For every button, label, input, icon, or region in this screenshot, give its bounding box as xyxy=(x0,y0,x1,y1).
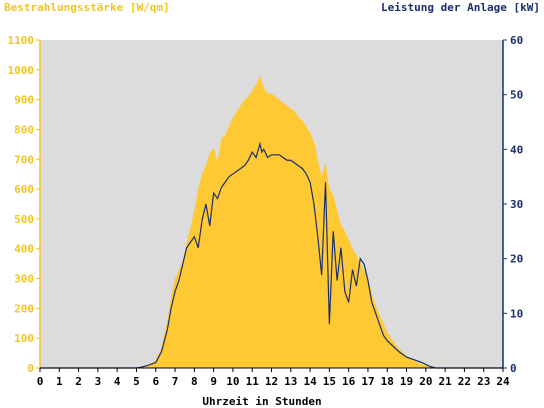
x-tick-label: 1 xyxy=(56,375,63,388)
left-tick-label: 900 xyxy=(14,94,34,107)
right-tick-label: 20 xyxy=(510,253,523,266)
x-tick-label: 9 xyxy=(210,375,217,388)
power-line xyxy=(40,141,503,369)
left-tick-label: 1000 xyxy=(8,64,35,77)
left-tick-label: 600 xyxy=(14,183,34,196)
x-tick-label: 5 xyxy=(133,375,140,388)
right-tick-label: 40 xyxy=(510,143,523,156)
x-tick-label: 24 xyxy=(496,375,510,388)
left-tick-label: 500 xyxy=(14,213,34,226)
x-tick-label: 22 xyxy=(458,375,471,388)
x-tick-label: 11 xyxy=(246,375,260,388)
x-tick-label: 17 xyxy=(361,375,374,388)
x-tick-label: 6 xyxy=(152,375,159,388)
right-tick-label: 0 xyxy=(510,362,517,375)
x-tick-label: 16 xyxy=(342,375,356,388)
x-tick-label: 19 xyxy=(400,375,413,388)
x-tick-label: 0 xyxy=(37,375,44,388)
x-tick-label: 12 xyxy=(265,375,278,388)
x-tick-label: 3 xyxy=(95,375,102,388)
left-tick-label: 400 xyxy=(14,243,34,256)
left-tick-label: 700 xyxy=(14,153,34,166)
right-tick-label: 50 xyxy=(510,89,523,102)
left-tick-label: 200 xyxy=(14,302,34,315)
left-tick-label: 100 xyxy=(14,332,34,345)
left-tick-label: 300 xyxy=(14,273,34,286)
x-tick-label: 13 xyxy=(284,375,297,388)
x-tick-label: 21 xyxy=(439,375,453,388)
left-axis-title: Bestrahlungsstärke [W/qm] xyxy=(4,1,170,14)
left-tick-label: 0 xyxy=(27,362,34,375)
x-axis-title: Uhrzeit in Stunden xyxy=(202,395,321,408)
x-tick-label: 10 xyxy=(226,375,239,388)
x-tick-label: 15 xyxy=(323,375,336,388)
x-tick-label: 8 xyxy=(191,375,198,388)
series-layer xyxy=(40,75,503,369)
x-tick-label: 4 xyxy=(114,375,121,388)
left-tick-label: 800 xyxy=(14,123,34,136)
x-tick-label: 7 xyxy=(172,375,179,388)
x-tick-label: 18 xyxy=(381,375,394,388)
right-axis-title: Leistung der Anlage [kW] xyxy=(381,1,540,14)
right-tick-label: 60 xyxy=(510,34,523,47)
right-tick-label: 30 xyxy=(510,198,523,211)
axes-layer: 0100200300400500600700800900100011000102… xyxy=(8,34,524,388)
left-tick-label: 1100 xyxy=(8,34,35,47)
x-tick-label: 14 xyxy=(303,375,317,388)
right-tick-label: 10 xyxy=(510,307,523,320)
irradiance-area xyxy=(40,75,503,368)
x-tick-label: 20 xyxy=(419,375,432,388)
x-tick-label: 23 xyxy=(477,375,490,388)
x-tick-label: 2 xyxy=(75,375,82,388)
